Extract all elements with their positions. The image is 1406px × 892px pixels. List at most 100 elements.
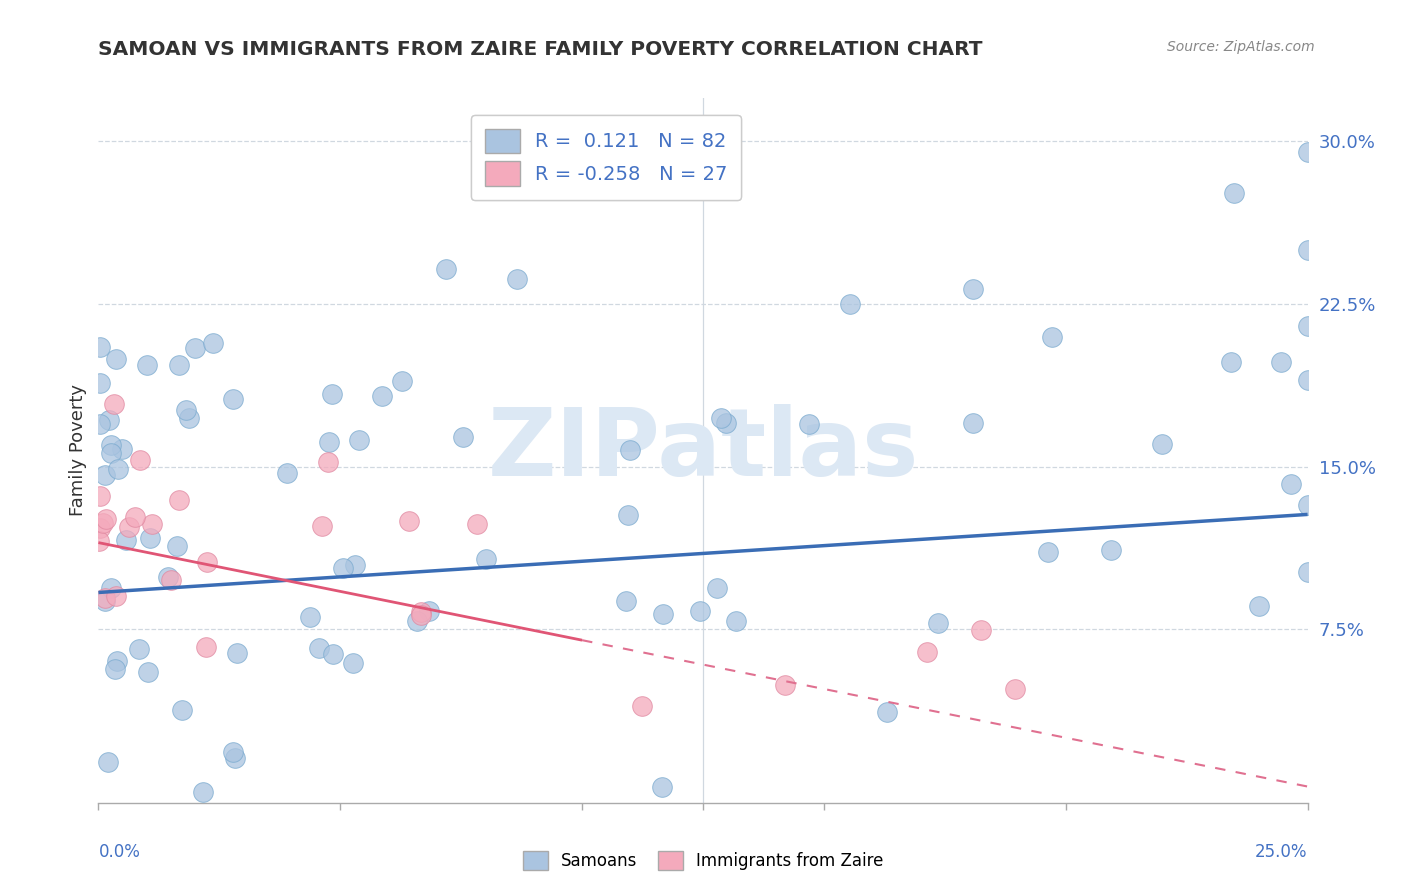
Point [631, 699, 654, 714]
Text: ZIPatlas: ZIPatlas [488, 404, 918, 497]
Point [418, 604, 440, 618]
Point [475, 551, 498, 566]
Point [318, 435, 340, 450]
Point [156, 570, 179, 584]
Point [226, 646, 249, 660]
Point [451, 430, 474, 444]
Point [195, 640, 218, 654]
Point [195, 555, 218, 569]
Point [434, 262, 457, 277]
Point [411, 607, 433, 622]
Point [89, 340, 111, 354]
Point [202, 336, 225, 351]
Point [706, 582, 728, 596]
Legend: R =  0.121   N = 82, R = -0.258   N = 27: R = 0.121 N = 82, R = -0.258 N = 27 [471, 115, 741, 200]
Point [221, 392, 243, 406]
Point [962, 416, 984, 430]
Point [1223, 186, 1246, 200]
Point [93, 516, 115, 530]
Point [193, 785, 215, 799]
Point [100, 438, 122, 452]
Point [1152, 436, 1174, 450]
Point [128, 453, 150, 467]
Point [107, 461, 129, 475]
Point [89, 520, 111, 534]
Point [89, 417, 111, 431]
Point [617, 508, 640, 522]
Point [1004, 681, 1026, 696]
Point [838, 297, 860, 311]
Point [94, 468, 117, 483]
Point [167, 358, 190, 372]
Point [710, 410, 733, 425]
Point [411, 605, 433, 619]
Point [1249, 599, 1271, 613]
Point [221, 745, 243, 759]
Point [398, 515, 420, 529]
Text: SAMOAN VS IMMIGRANTS FROM ZAIRE FAMILY POVERTY CORRELATION CHART: SAMOAN VS IMMIGRANTS FROM ZAIRE FAMILY P… [98, 40, 983, 59]
Point [170, 703, 193, 717]
Point [104, 589, 127, 603]
Point [467, 517, 489, 532]
Point [876, 706, 898, 720]
Point [773, 677, 796, 691]
Point [167, 492, 190, 507]
Point [371, 389, 394, 403]
Point [159, 573, 181, 587]
Legend: Samoans, Immigrants from Zaire: Samoans, Immigrants from Zaire [516, 844, 890, 877]
Point [1040, 330, 1063, 344]
Point [321, 387, 343, 401]
Point [689, 604, 711, 618]
Point [114, 533, 136, 548]
Point [308, 641, 330, 656]
Point [94, 591, 117, 605]
Point [1270, 355, 1292, 369]
Point [1036, 545, 1059, 559]
Point [89, 376, 111, 390]
Y-axis label: Family Poverty: Family Poverty [69, 384, 87, 516]
Point [94, 512, 117, 526]
Point [98, 413, 121, 427]
Point [276, 466, 298, 480]
Point [136, 358, 159, 372]
Point [619, 442, 641, 457]
Point [118, 520, 141, 534]
Point [651, 780, 673, 794]
Point [139, 531, 162, 545]
Point [128, 642, 150, 657]
Point [100, 446, 122, 460]
Point [97, 756, 120, 770]
Point [970, 624, 993, 638]
Point [332, 560, 354, 574]
Point [342, 656, 364, 670]
Point [104, 351, 127, 366]
Text: Source: ZipAtlas.com: Source: ZipAtlas.com [1167, 40, 1315, 54]
Point [100, 581, 122, 595]
Point [505, 271, 527, 285]
Point [406, 614, 429, 628]
Point [141, 516, 163, 531]
Point [103, 396, 125, 410]
Point [1296, 373, 1319, 387]
Point [105, 654, 128, 668]
Point [166, 540, 188, 554]
Point [391, 374, 413, 388]
Point [104, 662, 127, 676]
Point [224, 750, 246, 764]
Point [299, 609, 322, 624]
Point [138, 665, 160, 680]
Point [343, 558, 366, 573]
Point [797, 417, 820, 431]
Text: 0.0%: 0.0% [98, 843, 141, 861]
Point [1296, 243, 1319, 257]
Point [1296, 565, 1319, 579]
Point [1296, 498, 1319, 512]
Point [311, 519, 333, 533]
Point [347, 433, 370, 447]
Point [1279, 477, 1302, 491]
Point [714, 416, 737, 430]
Point [927, 615, 949, 630]
Point [184, 341, 207, 355]
Point [915, 645, 938, 659]
Point [1099, 543, 1122, 558]
